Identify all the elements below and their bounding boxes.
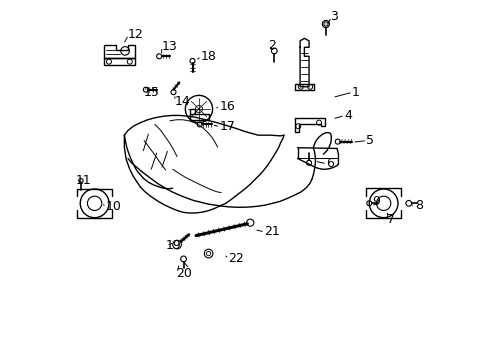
Text: 13: 13 [161,40,177,53]
Text: 14: 14 [174,95,190,108]
Text: 19: 19 [165,239,181,252]
Text: 8: 8 [414,199,422,212]
Text: 18: 18 [201,50,216,63]
Text: 16: 16 [219,100,235,113]
Text: 22: 22 [228,252,244,265]
Text: 6: 6 [325,157,333,170]
Text: 2: 2 [267,39,275,52]
Text: 9: 9 [371,195,379,208]
Text: 7: 7 [386,213,394,226]
Text: 17: 17 [219,121,235,134]
Text: 12: 12 [128,28,143,41]
Text: 11: 11 [75,174,91,187]
Text: 21: 21 [264,225,280,238]
Text: 15: 15 [143,86,159,99]
Circle shape [322,21,329,28]
Text: 1: 1 [351,86,359,99]
Text: 3: 3 [330,10,338,23]
Text: 10: 10 [105,201,122,213]
Text: 5: 5 [366,134,374,147]
Text: 4: 4 [344,109,351,122]
Text: 20: 20 [176,267,192,280]
